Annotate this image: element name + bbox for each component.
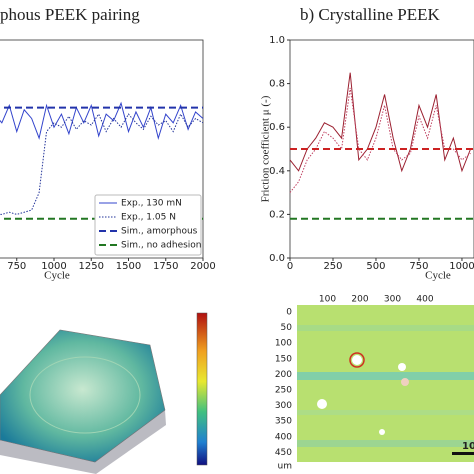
- x-tick-label: 400: [416, 295, 433, 305]
- x-axis-label: Cycle: [425, 270, 451, 282]
- data-line: [0, 112, 204, 215]
- legend-label: Sim., amorphous: [121, 227, 198, 237]
- y-tick-label: 100: [275, 339, 292, 349]
- y-tick-label: 250: [275, 386, 292, 396]
- y-axis-label: Friction coefficient μ (-): [260, 95, 272, 202]
- legend-box: [94, 194, 202, 256]
- y-tick-label: 1.0: [269, 35, 285, 46]
- legend-label: Exp., 130 mN: [121, 199, 182, 209]
- y-tick-label: 0.4: [269, 166, 285, 177]
- x-tick-label: 750: [7, 261, 26, 272]
- y-tick-label: 0.8: [269, 79, 285, 90]
- y-tick-label: 0: [286, 308, 292, 318]
- surface-image: [0, 312, 208, 474]
- y-tick-label: 300: [275, 401, 292, 411]
- map-image: [297, 305, 474, 462]
- x-tick-label: 100: [319, 295, 336, 305]
- y-tick-label: 0.0: [269, 253, 285, 264]
- x-tick-label: 300: [384, 295, 401, 305]
- data-line: [289, 72, 472, 173]
- y-tick-label: 350: [275, 417, 292, 427]
- data-line: [289, 87, 471, 193]
- x-tick-label: 2000: [190, 261, 215, 272]
- x-tick-label: 1750: [153, 261, 178, 272]
- y-tick-label: 50: [281, 323, 293, 333]
- y-tick-label: 450: [275, 448, 292, 458]
- y-tick-label: 400: [275, 432, 292, 442]
- x-tick-label: 500: [366, 261, 385, 272]
- data-line: [0, 101, 204, 140]
- unit-label: um: [278, 462, 292, 472]
- legend-label: Exp., 1.05 N: [121, 213, 176, 223]
- y-tick-label: 0.6: [269, 122, 285, 133]
- x-tick-label: 750: [409, 261, 428, 272]
- x-tick-label: 1500: [116, 261, 141, 272]
- y-tick-label: 150: [275, 354, 292, 364]
- x-tick-label: 1250: [79, 261, 104, 272]
- x-tick-label: 250: [323, 261, 342, 272]
- x-tick-label: 1000: [449, 261, 474, 272]
- x-axis-label: Cycle: [44, 270, 70, 282]
- scale-label: 10: [462, 441, 474, 452]
- chart-title: phous PEEK pairing: [0, 5, 140, 24]
- y-tick-label: 200: [275, 370, 292, 380]
- legend-label: Sim., no adhesion: [121, 241, 202, 251]
- chart-title: b) Crystalline PEEK: [300, 5, 440, 24]
- x-tick-label: 1000: [41, 261, 66, 272]
- y-tick-label: 0.2: [269, 209, 285, 220]
- x-tick-label: 200: [351, 295, 368, 305]
- x-tick-label: 0: [287, 261, 293, 272]
